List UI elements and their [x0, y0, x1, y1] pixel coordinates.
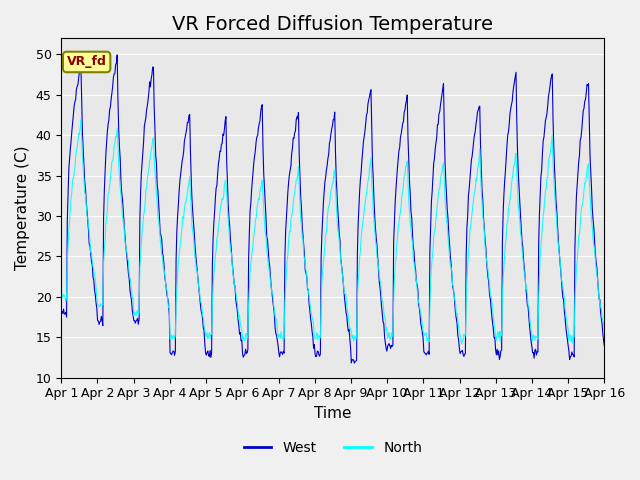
Y-axis label: Temperature (C): Temperature (C) — [15, 145, 30, 270]
West — [600, 343, 608, 348]
North — [179, 214, 187, 219]
Legend: West, North: West, North — [238, 435, 428, 460]
North — [124, 255, 132, 261]
Title: VR Forced Diffusion Temperature: VR Forced Diffusion Temperature — [172, 15, 493, 34]
North — [67, 195, 75, 201]
West — [67, 138, 75, 144]
West — [58, 309, 65, 314]
North — [600, 327, 608, 333]
Text: VR_fd: VR_fd — [67, 56, 107, 69]
Line: West: West — [61, 55, 604, 363]
North — [58, 294, 65, 300]
West — [401, 109, 408, 115]
North — [208, 331, 216, 337]
North — [458, 341, 465, 347]
West — [113, 52, 121, 58]
North — [415, 302, 423, 308]
West — [208, 351, 216, 357]
West — [351, 360, 358, 366]
North — [399, 182, 407, 188]
North — [77, 117, 84, 122]
West — [124, 263, 132, 269]
Line: North: North — [61, 120, 604, 344]
X-axis label: Time: Time — [314, 406, 351, 421]
West — [179, 155, 187, 160]
West — [416, 312, 424, 318]
